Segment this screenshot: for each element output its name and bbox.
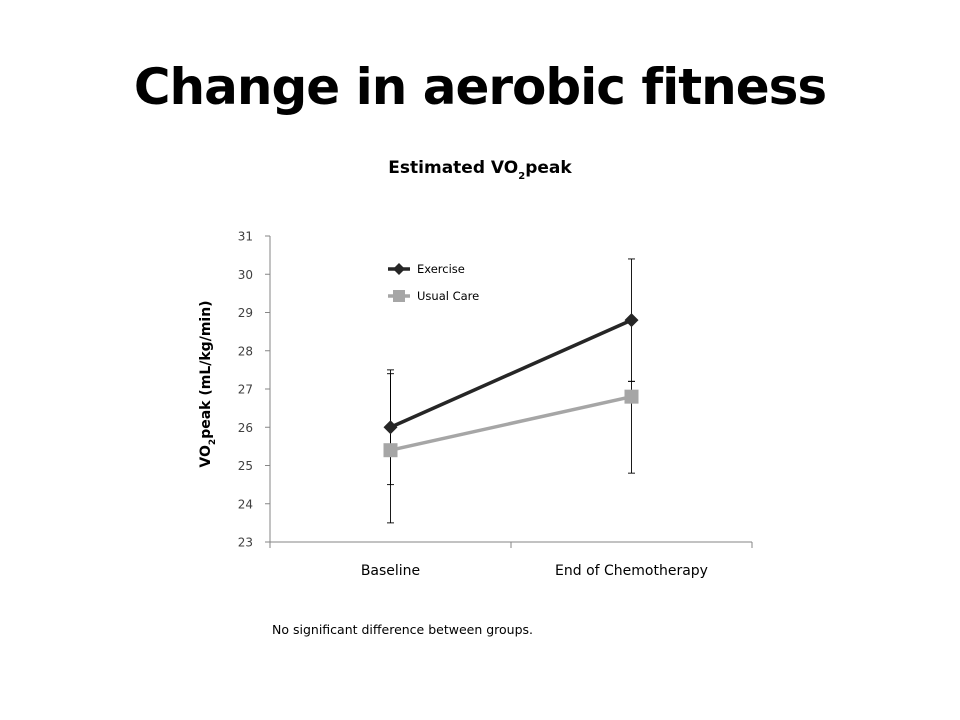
legend-label: Usual Care xyxy=(417,289,479,303)
x-tick-label: Baseline xyxy=(361,563,420,579)
y-tick-label: 27 xyxy=(238,383,253,397)
x-tick-label: End of Chemotherapy xyxy=(555,563,708,579)
y-tick-label: 23 xyxy=(238,536,253,550)
y-tick-label: 29 xyxy=(238,306,253,320)
y-axis-label: VO2peak (mL/kg/min) xyxy=(198,300,218,467)
y-tick-label: 28 xyxy=(238,344,253,358)
data-point-exercise xyxy=(383,420,398,435)
y-tick-label: 25 xyxy=(238,459,253,473)
series-line-exercise xyxy=(389,318,633,429)
legend-marker xyxy=(393,290,405,302)
slide-title: Change in aerobic fitness xyxy=(133,58,827,116)
y-tick-label: 30 xyxy=(238,268,253,282)
y-tick-label: 26 xyxy=(238,421,253,435)
legend-marker xyxy=(393,263,405,275)
chart-title: Estimated VO2peak xyxy=(388,158,572,182)
y-tick-label: 24 xyxy=(238,497,253,511)
data-point-exercise xyxy=(624,313,639,328)
data-point-usual-care xyxy=(383,443,398,458)
series-line-usual-care xyxy=(390,394,632,452)
y-tick-label: 31 xyxy=(238,230,253,244)
legend-label: Exercise xyxy=(417,262,465,276)
footnote: No significant difference between groups… xyxy=(272,622,534,637)
data-point-usual-care xyxy=(624,389,639,404)
